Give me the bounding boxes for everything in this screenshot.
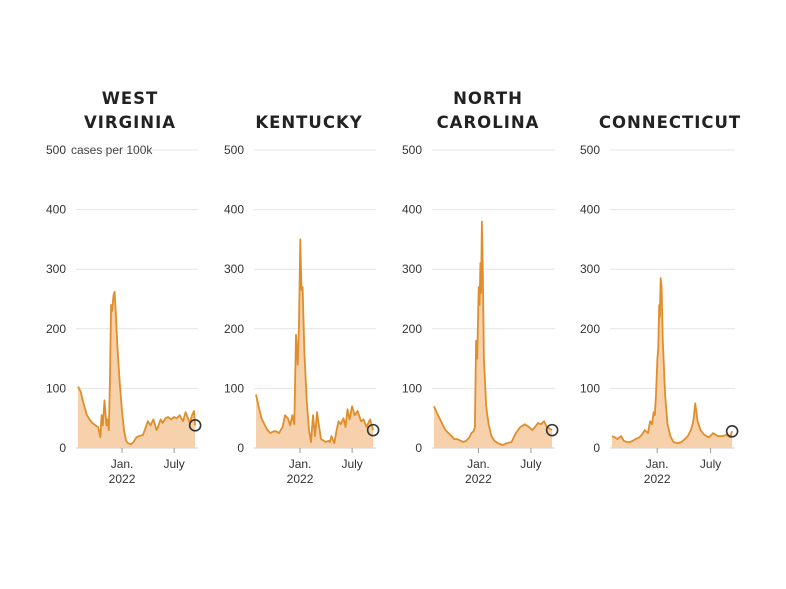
series-area bbox=[256, 239, 374, 448]
series-line bbox=[611, 277, 733, 445]
y-tick-label: 400 bbox=[46, 203, 66, 217]
series-area bbox=[78, 291, 196, 448]
x-tick-label: Jan. bbox=[111, 457, 134, 471]
x-tick-label: July bbox=[341, 457, 362, 471]
y-unit-label: cases per 100k bbox=[71, 143, 153, 157]
y-tick-label: 100 bbox=[580, 381, 600, 395]
chart-title-line: WEST bbox=[102, 89, 159, 108]
y-tick-label: 300 bbox=[46, 262, 66, 276]
x-tick-label: Jan. bbox=[289, 457, 312, 471]
x-tick-label: July bbox=[700, 457, 721, 471]
y-tick-label: 0 bbox=[593, 441, 600, 455]
y-tick-label: 100 bbox=[46, 381, 66, 395]
series-area bbox=[434, 221, 553, 448]
y-tick-label: 400 bbox=[224, 203, 244, 217]
y-tick-label: 100 bbox=[402, 381, 422, 395]
x-tick-label: Jan. bbox=[646, 457, 669, 471]
y-tick-label: 300 bbox=[224, 262, 244, 276]
latest-value-marker bbox=[188, 419, 202, 432]
latest-value-marker bbox=[725, 425, 739, 438]
x-tick-label: July bbox=[163, 457, 184, 471]
y-tick-label: 400 bbox=[580, 203, 600, 217]
y-tick-label: 500 bbox=[402, 143, 422, 157]
y-tick-label: 300 bbox=[580, 262, 600, 276]
y-tick-label: 0 bbox=[237, 441, 244, 455]
y-tick-label: 500 bbox=[46, 143, 66, 157]
y-tick-label: 300 bbox=[402, 262, 422, 276]
x-tick-label: 2022 bbox=[109, 472, 136, 486]
y-tick-label: 400 bbox=[402, 203, 422, 217]
x-tick-label: Jan. bbox=[467, 457, 490, 471]
chart-title-line: NORTH bbox=[453, 89, 523, 108]
series-area bbox=[612, 278, 733, 448]
y-tick-label: 200 bbox=[580, 322, 600, 336]
y-tick-label: 0 bbox=[415, 441, 422, 455]
x-tick-label: July bbox=[520, 457, 541, 471]
chart-panel: WEST VIRGINIA 0 100 200 300 400 500 cases per 10… bbox=[46, 89, 202, 486]
y-tick-label: 200 bbox=[46, 322, 66, 336]
y-tick-label: 500 bbox=[224, 143, 244, 157]
x-tick-label: 2022 bbox=[644, 472, 671, 486]
chart-panel: KENTUCKY 0 100 200 300 400 500 Jan.2022 July bbox=[224, 113, 380, 486]
chart-panel: CONNECTICUT 0 100 200 300 400 500 Jan.2022 July bbox=[580, 113, 741, 486]
chart-title-line: KENTUCKY bbox=[255, 113, 362, 132]
y-tick-label: 200 bbox=[224, 322, 244, 336]
latest-value-marker bbox=[366, 423, 380, 437]
x-tick-label: 2022 bbox=[287, 472, 314, 486]
series-line bbox=[77, 290, 196, 446]
chart-title-line: CAROLINA bbox=[437, 113, 540, 132]
x-tick-label: 2022 bbox=[465, 472, 492, 486]
chart-title-line: VIRGINIA bbox=[84, 113, 176, 132]
y-tick-label: 500 bbox=[580, 143, 600, 157]
chart-panel: NORTH CAROLINA 0 100 200 300 400 500 Jan.2022 Jul… bbox=[402, 89, 559, 486]
chart-title-line: CONNECTICUT bbox=[599, 113, 741, 132]
y-tick-label: 0 bbox=[59, 441, 66, 455]
series-line bbox=[255, 238, 374, 445]
y-tick-label: 100 bbox=[224, 381, 244, 395]
latest-value-marker bbox=[545, 423, 559, 437]
series-line bbox=[433, 220, 553, 446]
y-tick-label: 200 bbox=[402, 322, 422, 336]
